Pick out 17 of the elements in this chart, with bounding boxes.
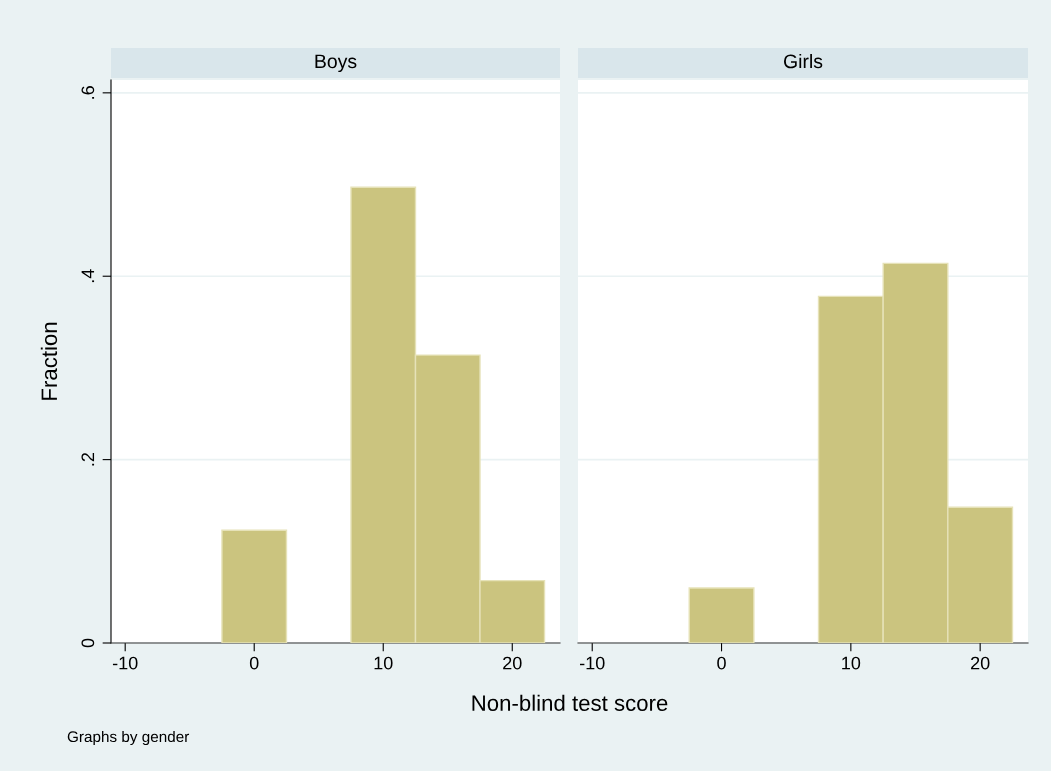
x-tick-label: 0 bbox=[249, 656, 259, 670]
chart-title: Girls bbox=[784, 53, 823, 69]
x-tick-label: 20 bbox=[503, 656, 522, 670]
x-tick-label: 20 bbox=[971, 656, 990, 670]
x-tick-label: -10 bbox=[112, 656, 138, 670]
x-axis-title: Non-blind test score bbox=[472, 694, 668, 711]
y-tick-label: .4 bbox=[81, 269, 95, 283]
y-tick-label: .2 bbox=[81, 452, 95, 466]
y-tick-label: 0 bbox=[81, 638, 95, 648]
x-tick-label: 0 bbox=[717, 656, 726, 670]
y-axis-title: Fraction bbox=[40, 322, 58, 400]
x-tick-label: -10 bbox=[579, 656, 605, 670]
x-tick-label: 10 bbox=[374, 656, 393, 670]
y-tick-label: .6 bbox=[81, 86, 95, 99]
chart-title: Boys bbox=[315, 54, 357, 73]
x-tick-label: 10 bbox=[842, 656, 861, 670]
text: Graphs by gender bbox=[67, 730, 190, 746]
